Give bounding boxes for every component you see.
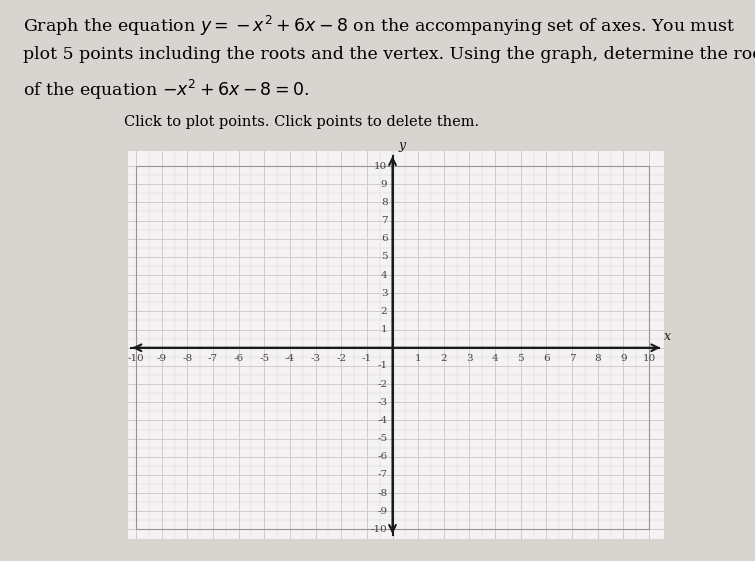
Text: 6: 6 <box>381 234 387 243</box>
Text: 2: 2 <box>440 354 447 363</box>
Text: -3: -3 <box>378 398 387 407</box>
Text: -4: -4 <box>285 354 295 363</box>
Text: -8: -8 <box>378 489 387 498</box>
Text: -7: -7 <box>378 471 387 480</box>
Text: -3: -3 <box>310 354 321 363</box>
Text: 3: 3 <box>466 354 473 363</box>
Text: -1: -1 <box>378 361 387 370</box>
Text: 4: 4 <box>492 354 498 363</box>
Text: Click to plot points. Click points to delete them.: Click to plot points. Click points to de… <box>125 115 479 129</box>
Text: 2: 2 <box>381 307 387 316</box>
Text: -9: -9 <box>156 354 167 363</box>
Text: 7: 7 <box>569 354 575 363</box>
Text: -6: -6 <box>233 354 244 363</box>
Text: 1: 1 <box>414 354 421 363</box>
Text: -4: -4 <box>378 416 387 425</box>
Text: Graph the equation $y = -x^2 + 6x - 8$ on the accompanying set of axes. You must: Graph the equation $y = -x^2 + 6x - 8$ o… <box>23 14 735 38</box>
Text: 8: 8 <box>594 354 601 363</box>
Text: -9: -9 <box>378 507 387 516</box>
Text: 9: 9 <box>381 180 387 188</box>
Text: -6: -6 <box>378 452 387 461</box>
Text: 10: 10 <box>374 162 387 171</box>
Text: -1: -1 <box>362 354 372 363</box>
Text: 5: 5 <box>517 354 524 363</box>
Text: y: y <box>399 139 406 153</box>
Text: x: x <box>664 330 671 343</box>
Text: -10: -10 <box>371 525 387 534</box>
Text: 8: 8 <box>381 198 387 207</box>
Text: -2: -2 <box>378 380 387 389</box>
Text: -10: -10 <box>128 354 144 363</box>
Text: -8: -8 <box>182 354 193 363</box>
Text: of the equation $-x^2 + 6x - 8 = 0$.: of the equation $-x^2 + 6x - 8 = 0$. <box>23 77 309 102</box>
Text: 10: 10 <box>643 354 655 363</box>
Text: -5: -5 <box>259 354 270 363</box>
Text: 6: 6 <box>543 354 550 363</box>
Text: -5: -5 <box>378 434 387 443</box>
Text: 4: 4 <box>381 270 387 279</box>
Text: -7: -7 <box>208 354 218 363</box>
Text: 7: 7 <box>381 216 387 225</box>
Text: 1: 1 <box>381 325 387 334</box>
Text: -2: -2 <box>336 354 347 363</box>
Text: plot 5 points including the roots and the vertex. Using the graph, determine the: plot 5 points including the roots and th… <box>23 46 755 63</box>
Text: 5: 5 <box>381 252 387 261</box>
Text: 9: 9 <box>620 354 627 363</box>
Text: 3: 3 <box>381 289 387 298</box>
